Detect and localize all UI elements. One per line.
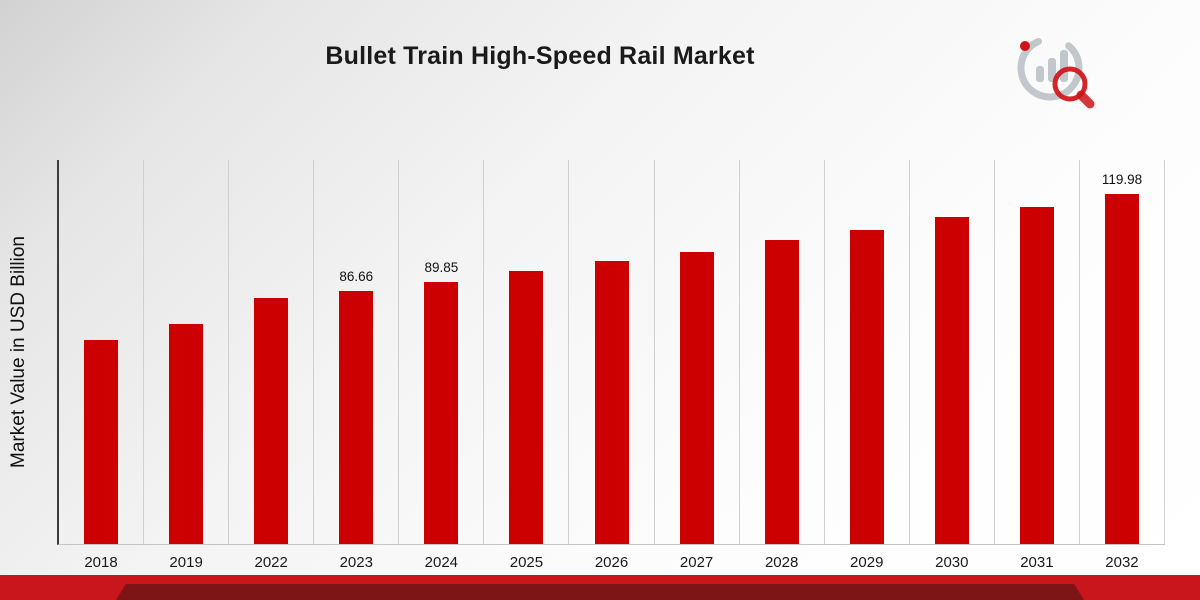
x-tick-2023: 2023 xyxy=(339,554,373,571)
x-tick-2019: 2019 xyxy=(169,554,203,571)
bar-2026 xyxy=(594,261,629,544)
data-label-2032: 119.98 xyxy=(1101,172,1143,187)
bar-2030 xyxy=(934,217,969,544)
chart-column-2023: 86.66 2023 xyxy=(314,160,400,571)
data-label-2024: 89.85 xyxy=(424,260,459,275)
ribbon-dark-band xyxy=(116,584,1084,600)
bar-2022 xyxy=(254,298,289,544)
bar-2019 xyxy=(169,324,204,544)
chart-column-2027: 2027 xyxy=(655,160,740,571)
market-research-future-logo xyxy=(1017,35,1095,109)
chart-column-2022: 2022 xyxy=(229,160,315,571)
x-tick-2028: 2028 xyxy=(764,554,799,571)
logo-bar-icon xyxy=(1036,66,1044,82)
chart-column-2024: 89.85 2024 xyxy=(399,160,485,571)
bar-2029 xyxy=(849,230,884,544)
logo-bar-icon xyxy=(1048,58,1056,82)
chart-column-2032: 119.98 2032 xyxy=(1080,160,1166,571)
data-label-2023: 86.66 xyxy=(339,269,374,284)
logo-bar-icon xyxy=(1060,50,1068,82)
plot-columns: 2018 2019 2022 86.66 2023 89.85 2024 2025 2026 20… xyxy=(59,160,1166,571)
magnifier-handle-icon xyxy=(1076,90,1095,109)
chart-column-2025: 2025 xyxy=(484,160,570,571)
plot-area: 2018 2019 2022 86.66 2023 89.85 2024 2025 2026 20… xyxy=(57,160,1166,571)
chart-column-2018: 2018 xyxy=(59,160,145,571)
x-tick-2024: 2024 xyxy=(424,554,459,571)
bar-2027 xyxy=(679,252,714,544)
bar-2023 xyxy=(339,291,374,544)
chart-column-2030: 2030 xyxy=(910,160,995,571)
chart-column-2026: 2026 xyxy=(569,160,655,571)
chart-column-2031: 2031 xyxy=(995,160,1080,571)
logo-dot xyxy=(1020,41,1030,51)
magnifier-icon xyxy=(1052,66,1088,102)
chart-column-2028: 2028 xyxy=(740,160,825,571)
bar-2025 xyxy=(509,271,544,544)
chart-column-2019: 2019 xyxy=(144,160,230,571)
y-axis-label: Market Value in USD Billion xyxy=(8,236,29,468)
x-tick-2018: 2018 xyxy=(84,554,118,571)
x-tick-2030: 2030 xyxy=(935,554,969,571)
x-tick-2026: 2026 xyxy=(594,554,629,571)
bar-2028 xyxy=(764,240,799,544)
bar-2024 xyxy=(424,282,459,544)
x-tick-2032: 2032 xyxy=(1105,554,1139,571)
x-tick-2022: 2022 xyxy=(254,554,288,571)
bar-2018 xyxy=(84,340,119,544)
chart-title: Bullet Train High-Speed Rail Market xyxy=(325,42,755,70)
x-tick-2027: 2027 xyxy=(679,554,714,571)
bar-2031 xyxy=(1019,207,1054,544)
y-axis-label-wrap: Market Value in USD Billion xyxy=(4,158,34,546)
bar-2032 xyxy=(1104,194,1139,544)
bottom-ribbon xyxy=(0,575,1200,600)
chart-column-2029: 2029 xyxy=(825,160,910,571)
x-tick-2031: 2031 xyxy=(1020,554,1054,571)
x-tick-2025: 2025 xyxy=(509,554,544,571)
x-tick-2029: 2029 xyxy=(850,554,884,571)
